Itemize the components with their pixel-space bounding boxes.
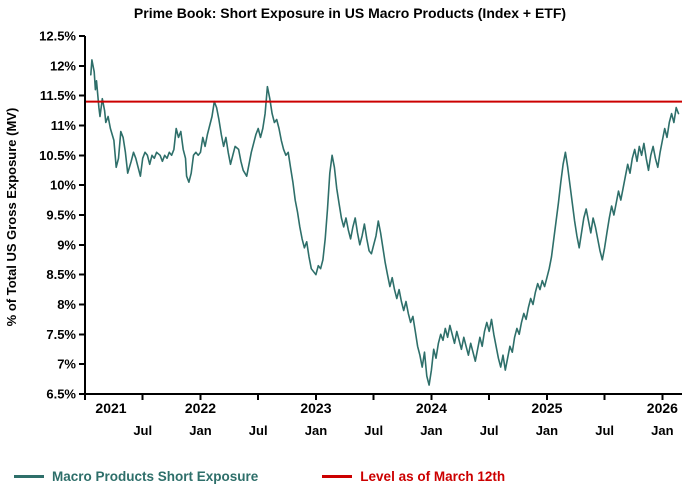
y-axis-ticks: 6.5% 7% 7.5% 8% 8.5% 9% 9.5% 10% 10.5% 11% 11.5% 12…: [39, 29, 85, 402]
x-year-label: 2022: [185, 400, 216, 416]
y-tick-label: 9%: [57, 237, 76, 252]
y-tick-label: 12.5%: [39, 29, 76, 44]
y-tick-label: 6.5%: [46, 387, 76, 402]
reference-line-swatch: [322, 474, 353, 478]
legend: Macro Products Short Exposure Level as o…: [0, 458, 700, 494]
x-month-label: Jan: [189, 423, 211, 438]
chart-canvas: Prime Book: Short Exposure in US Macro P…: [4, 5, 682, 438]
x-year-label: 2021: [95, 400, 126, 416]
series-line: [90, 59, 680, 386]
y-axis-title: % of Total US Gross Exposure (MV): [4, 108, 19, 327]
y-tick-label: 7%: [57, 357, 76, 372]
series-line-swatch: [14, 474, 44, 478]
axes: [84, 36, 682, 395]
y-tick-label: 11%: [51, 118, 77, 133]
x-month-label: Jan: [536, 423, 558, 438]
y-tick-label: 10%: [50, 178, 76, 193]
x-axis-month-ticks: Jul Jan Jul Jan Jul Jan Jul Jan Jul Jan: [133, 394, 674, 438]
x-month-label: Jul: [364, 423, 383, 438]
x-year-label: 2023: [300, 400, 331, 416]
reference-legend-label: Level as of March 12th: [360, 468, 506, 484]
y-tick-label: 8%: [57, 297, 76, 312]
series-group: [90, 59, 680, 386]
axis-spines: [84, 36, 682, 395]
x-month-label: Jan: [305, 423, 327, 438]
y-tick-label: 10.5%: [39, 148, 76, 163]
x-month-label: Jul: [595, 423, 614, 438]
y-tick-label: 11.5%: [40, 88, 77, 103]
y-tick-label: 7.5%: [46, 327, 76, 342]
x-month-label: Jul: [480, 423, 499, 438]
x-month-label: Jul: [249, 423, 268, 438]
legend-item-reference: Level as of March 12th: [322, 469, 505, 484]
y-tick-label: 12%: [50, 58, 76, 73]
legend-item-series: Macro Products Short Exposure: [14, 469, 258, 484]
y-tick-label: 9.5%: [46, 208, 76, 223]
plot-area: 6.5% 7% 7.5% 8% 8.5% 9% 9.5% 10% 10.5% 11% 11.5% 12…: [39, 29, 682, 438]
x-month-label: Jan: [420, 423, 442, 438]
series-legend-label: Macro Products Short Exposure: [52, 468, 259, 484]
x-axis-year-ticks: 2021 2022 2023 2024 2025 2026: [84, 394, 678, 416]
x-month-label: Jul: [133, 423, 152, 438]
x-month-label: Jan: [651, 423, 673, 438]
x-year-label: 2025: [531, 400, 562, 416]
chart-title: Prime Book: Short Exposure in US Macro P…: [134, 5, 566, 21]
y-tick-label: 8.5%: [46, 267, 76, 282]
x-year-label: 2026: [647, 400, 678, 416]
x-year-label: 2024: [416, 400, 447, 416]
